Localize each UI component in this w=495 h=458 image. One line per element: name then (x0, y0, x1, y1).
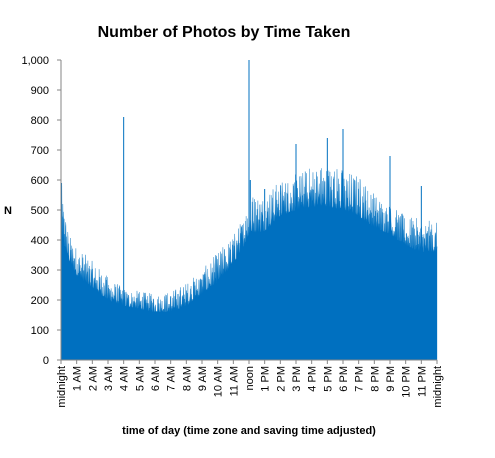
y-tick-label: 700 (31, 145, 49, 157)
y-tick-label: 300 (31, 265, 49, 277)
x-tick-label: noon (244, 366, 256, 390)
y-axis-label: N (4, 205, 12, 217)
y-tick-label: 200 (31, 295, 49, 307)
x-tick-label: 6 AM (150, 366, 162, 391)
plot-area (60, 60, 438, 361)
x-tick-label: 11 AM (228, 366, 240, 396)
x-tick-label: 4 AM (119, 366, 131, 391)
x-tick-label: 5 PM (322, 366, 334, 392)
x-tick-label: 7 PM (354, 366, 366, 392)
x-axis-label: time of day (time zone and saving time a… (122, 425, 376, 437)
x-tick-label: 1 AM (72, 366, 84, 391)
x-tick-label: 5 AM (134, 366, 146, 391)
x-tick-label: 9 AM (197, 366, 209, 391)
y-tick-label: 500 (31, 205, 49, 217)
x-tick-label: midnight (56, 366, 68, 408)
x-tick-label: 2 AM (87, 366, 99, 391)
x-tick-label: 3 PM (291, 366, 303, 392)
y-tick-label: 900 (31, 85, 49, 97)
y-tick-label: 0 (43, 355, 49, 367)
x-tick-label: 1 PM (260, 366, 272, 392)
y-tick-label: 600 (31, 175, 49, 187)
x-tick-label: 11 PM (416, 366, 428, 397)
x-tick-label: 9 PM (385, 366, 397, 392)
x-tick-label: midnight (432, 366, 444, 408)
x-tick-label: 8 AM (181, 366, 193, 391)
y-tick-label: 800 (31, 115, 49, 127)
x-tick-label: 10 AM (213, 366, 225, 397)
y-tick-label: 1,000 (21, 55, 49, 67)
y-tick-label: 100 (31, 325, 49, 337)
y-tick-label: 400 (31, 235, 49, 247)
y-axis-ticks: 0 100 200 300 400 500 600 700 800 900 1,000 (21, 55, 61, 367)
x-tick-label: 8 PM (369, 366, 381, 392)
x-tick-label: 4 PM (307, 366, 319, 392)
x-tick-label: 2 PM (275, 366, 287, 392)
x-tick-label: 3 AM (103, 366, 115, 391)
x-tick-label: 6 PM (338, 366, 350, 392)
x-axis-ticks: midnight 1 AM 2 AM 3 AM 4 AM 5 AM 6 AM 7 AM 8 AM… (56, 360, 444, 408)
chart-title: Number of Photos by Time Taken (98, 24, 351, 41)
x-tick-label: 10 PM (401, 366, 413, 398)
x-tick-label: 7 AM (166, 366, 178, 391)
